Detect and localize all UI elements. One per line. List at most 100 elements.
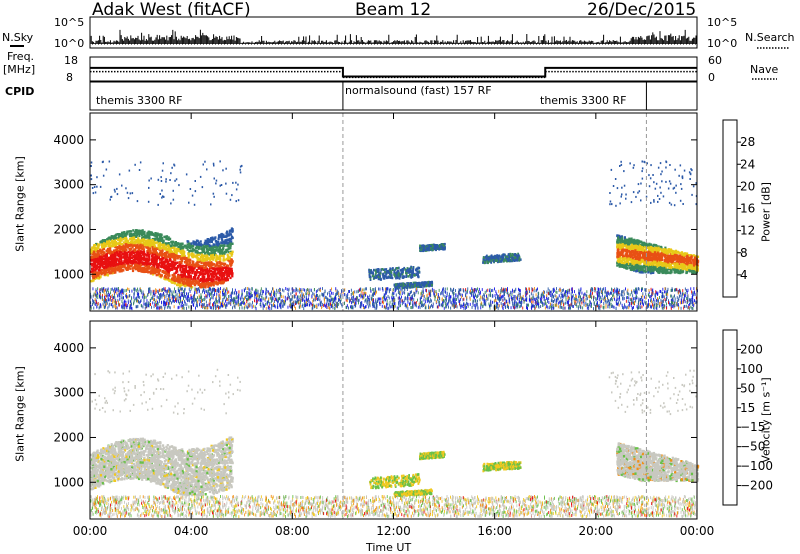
power-cell [433, 245, 436, 248]
power-cell [119, 254, 122, 257]
power-cell [690, 256, 693, 260]
power-cell [409, 270, 411, 274]
power-cell [92, 250, 95, 254]
power-cell [155, 257, 159, 261]
power-cell [634, 239, 637, 242]
power-cell [116, 268, 120, 272]
power-cell [667, 271, 670, 274]
power-cell [161, 238, 164, 241]
power-cell [177, 245, 180, 248]
power-cell [426, 246, 428, 250]
power-cell [211, 275, 214, 278]
power-cell [189, 258, 192, 262]
power-cell [197, 275, 200, 278]
power-cell [441, 244, 444, 248]
power-cell [663, 269, 666, 273]
power-cell [616, 244, 619, 247]
power-cell [94, 302, 96, 306]
power-cell [208, 248, 211, 251]
power-cell [410, 282, 412, 285]
power-cell [110, 271, 113, 275]
power-cell [211, 272, 214, 275]
power-cell [93, 274, 96, 278]
power-cell [648, 257, 651, 261]
power-cell [659, 248, 662, 251]
power-cell [180, 270, 183, 274]
power-cell [132, 244, 136, 247]
power-cell [618, 238, 621, 242]
power-cell [214, 239, 217, 243]
power-cell [635, 251, 638, 254]
power-cell [104, 255, 107, 258]
power-cell [684, 259, 687, 263]
power-cell [174, 271, 178, 274]
power-cell [616, 248, 619, 251]
power-cell [516, 259, 518, 262]
power-cell [110, 241, 113, 244]
power-cell [199, 258, 202, 261]
power-cell [141, 269, 145, 272]
power-cell [431, 243, 434, 247]
power-cell [514, 254, 517, 257]
power-cell [186, 278, 189, 281]
power-cell [688, 269, 691, 272]
power-cell [160, 259, 163, 263]
power-cell [677, 255, 680, 259]
power-cell [207, 239, 210, 242]
power-cell [206, 245, 209, 248]
power-cell [645, 269, 649, 272]
power-cell [92, 303, 93, 306]
power-cell [377, 275, 380, 279]
power-cell [94, 274, 97, 277]
power-cell [125, 241, 128, 244]
power-cell [191, 285, 194, 289]
power-cell [649, 244, 652, 248]
power-cell [186, 270, 189, 273]
power-cell [671, 251, 674, 254]
power-cell [131, 237, 134, 240]
power-cell [96, 246, 100, 249]
power-cell [388, 276, 391, 279]
power-cell [219, 254, 222, 258]
power-cell [163, 247, 166, 251]
power-cell [619, 235, 622, 239]
power-cell [229, 267, 232, 270]
power-cell [223, 266, 226, 270]
power-cell [397, 266, 400, 270]
power-cell [166, 249, 170, 253]
power-cell [387, 295, 389, 298]
power-cell [673, 262, 676, 265]
power-cell [106, 247, 110, 251]
power-cell [507, 259, 510, 262]
power-cell [187, 283, 190, 287]
power-cell [226, 275, 229, 279]
power-cell [516, 257, 519, 260]
power-cell [232, 289, 233, 293]
power-cell [401, 284, 404, 287]
power-cell [212, 276, 215, 279]
power-cell [154, 302, 156, 306]
power-cell [203, 284, 206, 287]
power-cell [149, 239, 152, 242]
power-cell [139, 243, 142, 247]
power-cell [627, 240, 630, 243]
power-cell [408, 267, 411, 271]
power-cell [145, 253, 148, 257]
power-cell [684, 264, 687, 268]
power-cell [645, 244, 648, 247]
power-cell [200, 247, 203, 250]
power-cell [118, 251, 121, 255]
power-cell [694, 256, 697, 259]
power-cell [96, 261, 99, 264]
power-cell [213, 251, 216, 254]
power-cell [225, 231, 228, 235]
power-cell [639, 262, 642, 265]
power-cell [201, 282, 204, 285]
power-cell [385, 268, 388, 271]
power-cell [665, 262, 668, 266]
power-cell [211, 280, 215, 283]
power-cell [104, 269, 107, 273]
power-cell [429, 282, 431, 285]
power-cell [229, 276, 232, 280]
power-cell [122, 261, 125, 265]
